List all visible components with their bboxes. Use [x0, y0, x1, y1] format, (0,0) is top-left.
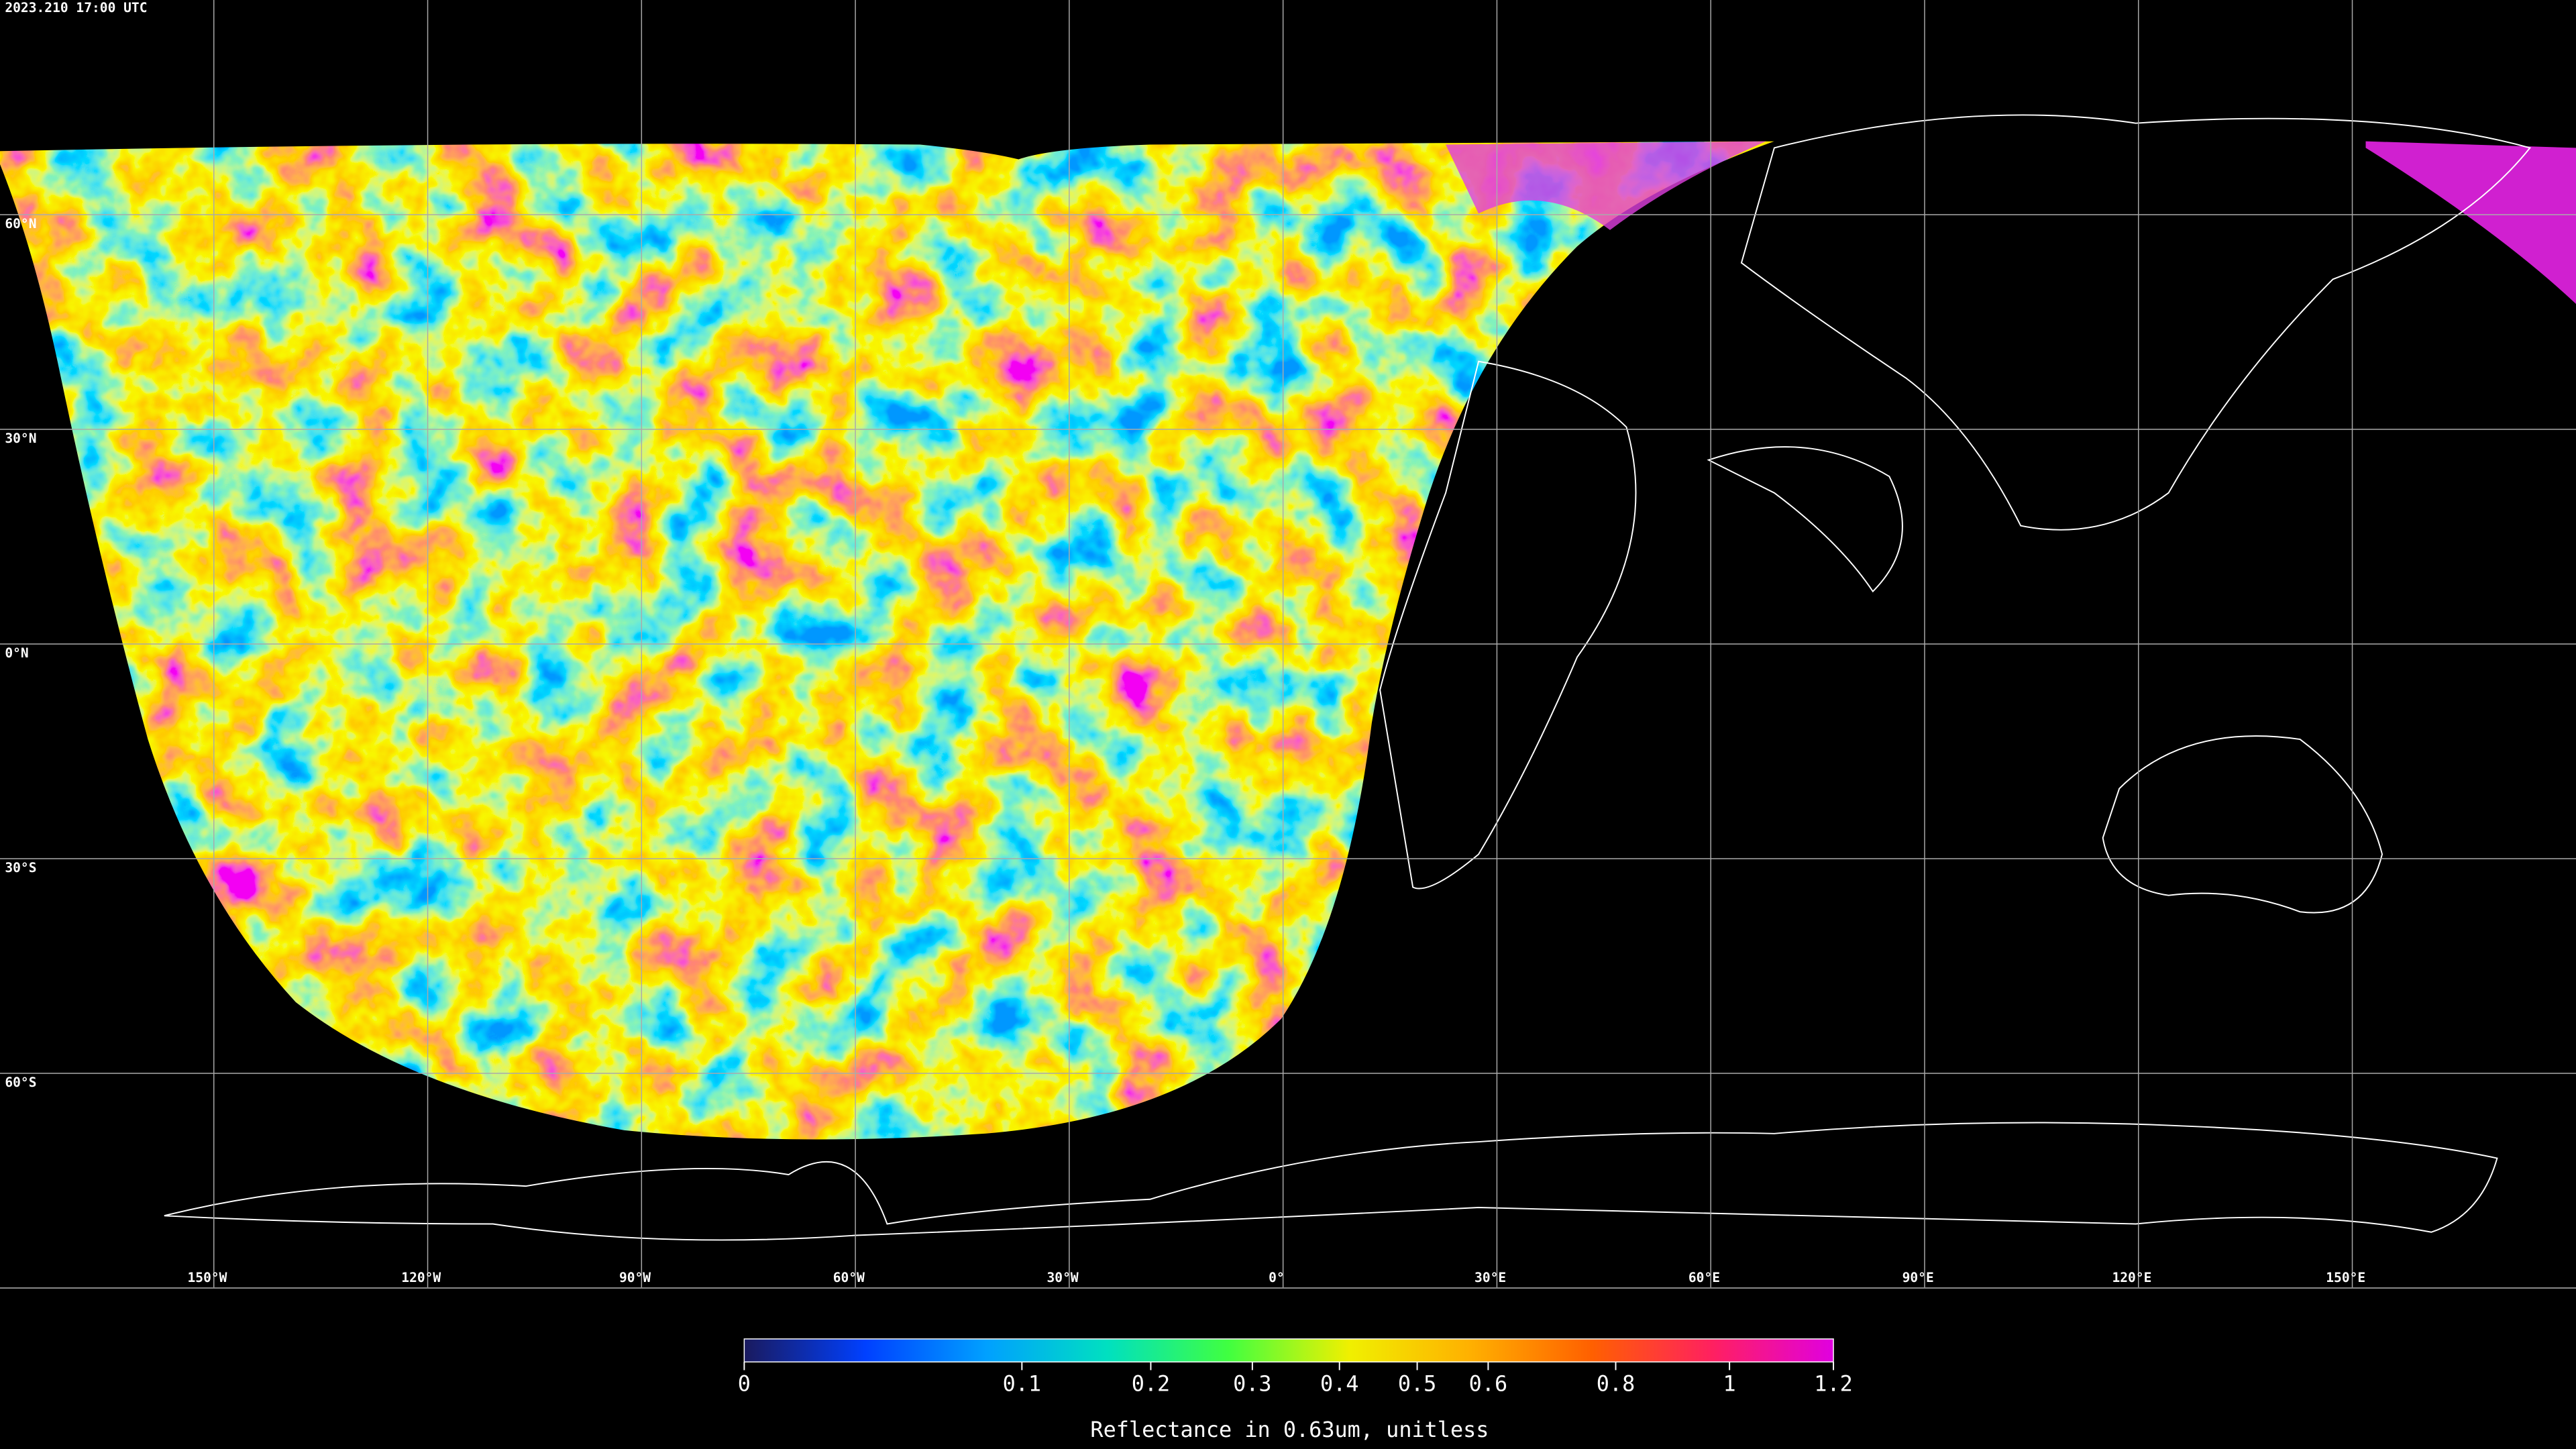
longitude-label: 30°E [1474, 1270, 1506, 1285]
australia-outline [2102, 735, 2383, 914]
longitude-label: 60°W [833, 1270, 865, 1285]
colorbar-tick-label: 0.6 [1469, 1371, 1508, 1396]
longitude-label: 120°W [401, 1270, 441, 1285]
longitude-label: 0° [1269, 1270, 1285, 1285]
latitude-label: 30°N [5, 431, 36, 446]
latitude-label: 60°S [5, 1075, 36, 1090]
high-reflectance-patch [2365, 141, 2576, 305]
longitude-label: 60°E [1688, 1270, 1720, 1285]
graticule [0, 0, 2576, 1288]
colorbar-label: Reflectance in 0.63um, unitless [1090, 1417, 1489, 1442]
colorbar-tick-label: 1.2 [1814, 1371, 1853, 1396]
colorbar-ramp [743, 1338, 1834, 1362]
colorbar-tick-label: 0 [738, 1371, 751, 1396]
colorbar-tick-label: 1 [1723, 1371, 1736, 1396]
coastlines [164, 114, 2532, 1241]
colorbar-tick-label: 0.8 [1597, 1371, 1635, 1396]
india-outline [1707, 446, 1903, 593]
latitude-label: 0°N [5, 645, 28, 661]
longitude-label: 150°E [2326, 1270, 2365, 1285]
longitude-label: 30°W [1047, 1270, 1079, 1285]
longitude-label: 90°W [619, 1270, 651, 1285]
high-reflectance-patch [1446, 141, 1766, 230]
timestamp: 2023.210 17:00 UTC [5, 0, 147, 15]
longitude-label: 150°W [188, 1270, 227, 1285]
latitude-label: 30°S [5, 860, 36, 875]
latitude-label: 60°N [5, 216, 36, 231]
asia-outline [1740, 114, 2532, 531]
colorbar-tick-label: 0.1 [1003, 1371, 1042, 1396]
graticule-labels: 60°N 30°N 0°N 30°S 60°S 150°W 120°W 90°W 60°W 30°… [5, 216, 2365, 1285]
colorbar: 0 0.1 0.2 0.3 0.4 0.5 0.6 0.8 1 1.2 [738, 1338, 1853, 1396]
colorbar-tick-label: 0.4 [1320, 1371, 1359, 1396]
colorbar-tick-label: 0.2 [1132, 1371, 1171, 1396]
colorbar-tick-label: 0.3 [1233, 1371, 1272, 1396]
longitude-label: 90°E [1902, 1270, 1934, 1285]
longitude-label: 120°E [2112, 1270, 2151, 1285]
antarctica-outline [164, 1122, 2498, 1241]
colorbar-tick-label: 0.5 [1398, 1371, 1437, 1396]
